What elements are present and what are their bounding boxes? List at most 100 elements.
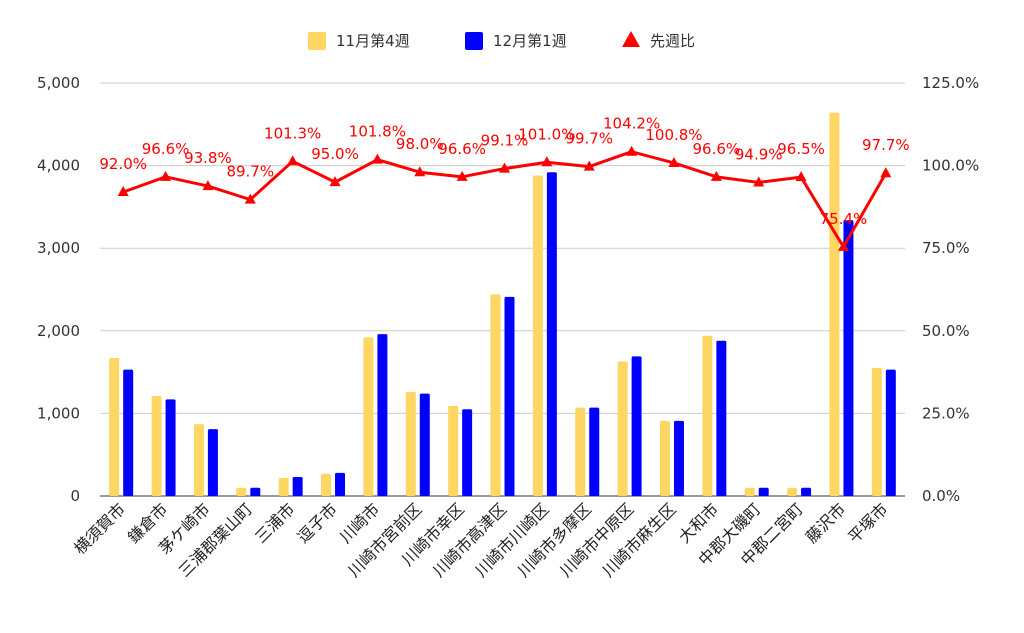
- legend-triangle-icon: [622, 31, 640, 47]
- ratio-data-label: 92.0%: [99, 155, 147, 173]
- ratio-data-label: 95.0%: [311, 145, 359, 163]
- bar-dec-week1: [462, 409, 473, 496]
- right-tick-label: 25.0%: [922, 404, 970, 422]
- left-tick-label: 3,000: [37, 239, 80, 257]
- ratio-point-marker: [710, 170, 722, 181]
- ratio-point-marker: [499, 162, 510, 173]
- ratio-point-marker: [837, 240, 849, 251]
- legend-swatch: [308, 32, 326, 50]
- ratio-point-marker: [244, 193, 256, 204]
- bar-nov-week4: [871, 367, 882, 496]
- ratio-data-label: 99.7%: [565, 130, 613, 148]
- bar-nov-week4: [363, 337, 374, 496]
- legend-swatch: [465, 32, 483, 50]
- left-tick-label: 5,000: [37, 74, 80, 92]
- bar-dec-week1: [504, 296, 515, 496]
- category-label: 平塚市: [844, 499, 891, 546]
- bar-nov-week4: [829, 112, 840, 497]
- right-tick-label: 0.0%: [922, 487, 960, 505]
- ratio-point-marker: [160, 170, 172, 181]
- bar-nov-week4: [575, 407, 586, 496]
- bar-nov-week4: [278, 477, 289, 496]
- ratio-data-label: 75.4%: [820, 210, 868, 228]
- bar-nov-week4: [321, 473, 332, 496]
- ratio-point-marker: [371, 153, 383, 164]
- right-tick-label: 100.0%: [922, 157, 979, 175]
- gridlines: [100, 82, 905, 497]
- bar-dec-week1: [758, 487, 769, 496]
- category-label: 横須賀市: [70, 499, 129, 558]
- legend-label: 12月第1週: [493, 32, 567, 50]
- bar-dec-week1: [123, 369, 134, 496]
- bar-dec-week1: [716, 340, 727, 496]
- ratio-point-marker: [753, 176, 765, 187]
- ratio-data-label: 99.1%: [481, 132, 529, 150]
- ratio-data-label: 93.8%: [184, 149, 232, 167]
- left-tick-label: 4,000: [37, 157, 80, 175]
- ratio-point-marker: [668, 156, 680, 167]
- ratio-data-label: 98.0%: [396, 135, 444, 153]
- bar-nov-week4: [702, 335, 713, 496]
- bar-nov-week4: [236, 487, 247, 496]
- legend: 11月第4週 12月第1週 先週比: [308, 31, 695, 50]
- bar-nov-week4: [109, 358, 120, 496]
- bar-nov-week4: [405, 391, 416, 496]
- bar-nov-week4: [532, 175, 543, 496]
- ratio-point-marker: [626, 145, 638, 156]
- bar-dec-week1: [589, 407, 600, 496]
- ratio-data-label: 97.7%: [862, 136, 910, 154]
- right-tick-label: 75.0%: [922, 239, 970, 257]
- legend-label: 11月第4週: [336, 32, 410, 50]
- left-tick-label: 1,000: [37, 404, 80, 422]
- right-tick-label: 50.0%: [922, 322, 970, 340]
- bar-dec-week1: [631, 356, 642, 496]
- bar-nov-week4: [787, 487, 798, 496]
- bars: [109, 112, 896, 497]
- ratio-data-label: 100.8%: [645, 126, 702, 144]
- ratio-labels: 92.0%96.6%93.8%89.7%101.3%95.0%101.8%98.…: [99, 115, 909, 228]
- ratio-point-marker: [456, 170, 468, 181]
- ratio-point-marker: [414, 166, 426, 177]
- bar-dec-week1: [292, 477, 303, 496]
- category-labels: 横須賀市鎌倉市茅ケ崎市三浦郡葉山町三浦市逗子市川崎市川崎市宮前区川崎市幸区川崎市…: [70, 499, 891, 580]
- ratio-data-label: 89.7%: [226, 163, 274, 181]
- bar-dec-week1: [546, 172, 557, 496]
- bar-nov-week4: [744, 487, 755, 496]
- category-label: 藤沢市: [802, 499, 849, 546]
- bar-dec-week1: [335, 472, 346, 496]
- ratio-point-marker: [202, 180, 214, 191]
- legend-label: 先週比: [650, 32, 695, 50]
- right-axis-ticks: 0.0% 25.0% 50.0% 75.0% 100.0% 125.0%: [922, 74, 979, 505]
- ratio-data-label: 101.8%: [349, 123, 406, 141]
- bar-nov-week4: [193, 424, 204, 496]
- ratio-data-label: 96.6%: [438, 140, 486, 158]
- ratio-data-label: 96.6%: [693, 140, 741, 158]
- bar-nov-week4: [490, 294, 501, 496]
- bar-dec-week1: [673, 420, 684, 496]
- bar-dec-week1: [843, 220, 854, 496]
- category-label: 逗子市: [293, 499, 340, 546]
- bar-dec-week1: [165, 399, 176, 496]
- bar-nov-week4: [617, 361, 628, 496]
- bar-dec-week1: [377, 334, 388, 496]
- ratio-data-label: 94.9%: [735, 145, 783, 163]
- category-label: 三浦市: [251, 499, 298, 546]
- bar-dec-week1: [207, 429, 218, 496]
- bar-dec-week1: [250, 487, 261, 496]
- ratio-point-marker: [329, 176, 341, 187]
- left-axis-ticks: 0 1,000 2,000 3,000 4,000 5,000: [37, 74, 80, 505]
- ratio-data-label: 96.5%: [777, 140, 825, 158]
- bar-nov-week4: [659, 420, 670, 496]
- ratio-data-label: 101.0%: [518, 125, 575, 143]
- left-tick-label: 2,000: [37, 322, 80, 340]
- ratio-point-marker: [795, 171, 807, 182]
- ratio-point-marker: [287, 155, 299, 166]
- ratio-point-marker: [541, 156, 553, 167]
- ratio-point-marker: [117, 186, 129, 197]
- ratio-line: [117, 145, 892, 251]
- bar-nov-week4: [151, 396, 162, 496]
- left-tick-label: 0: [70, 487, 80, 505]
- bar-dec-week1: [801, 487, 812, 496]
- ratio-data-label: 96.6%: [142, 140, 190, 158]
